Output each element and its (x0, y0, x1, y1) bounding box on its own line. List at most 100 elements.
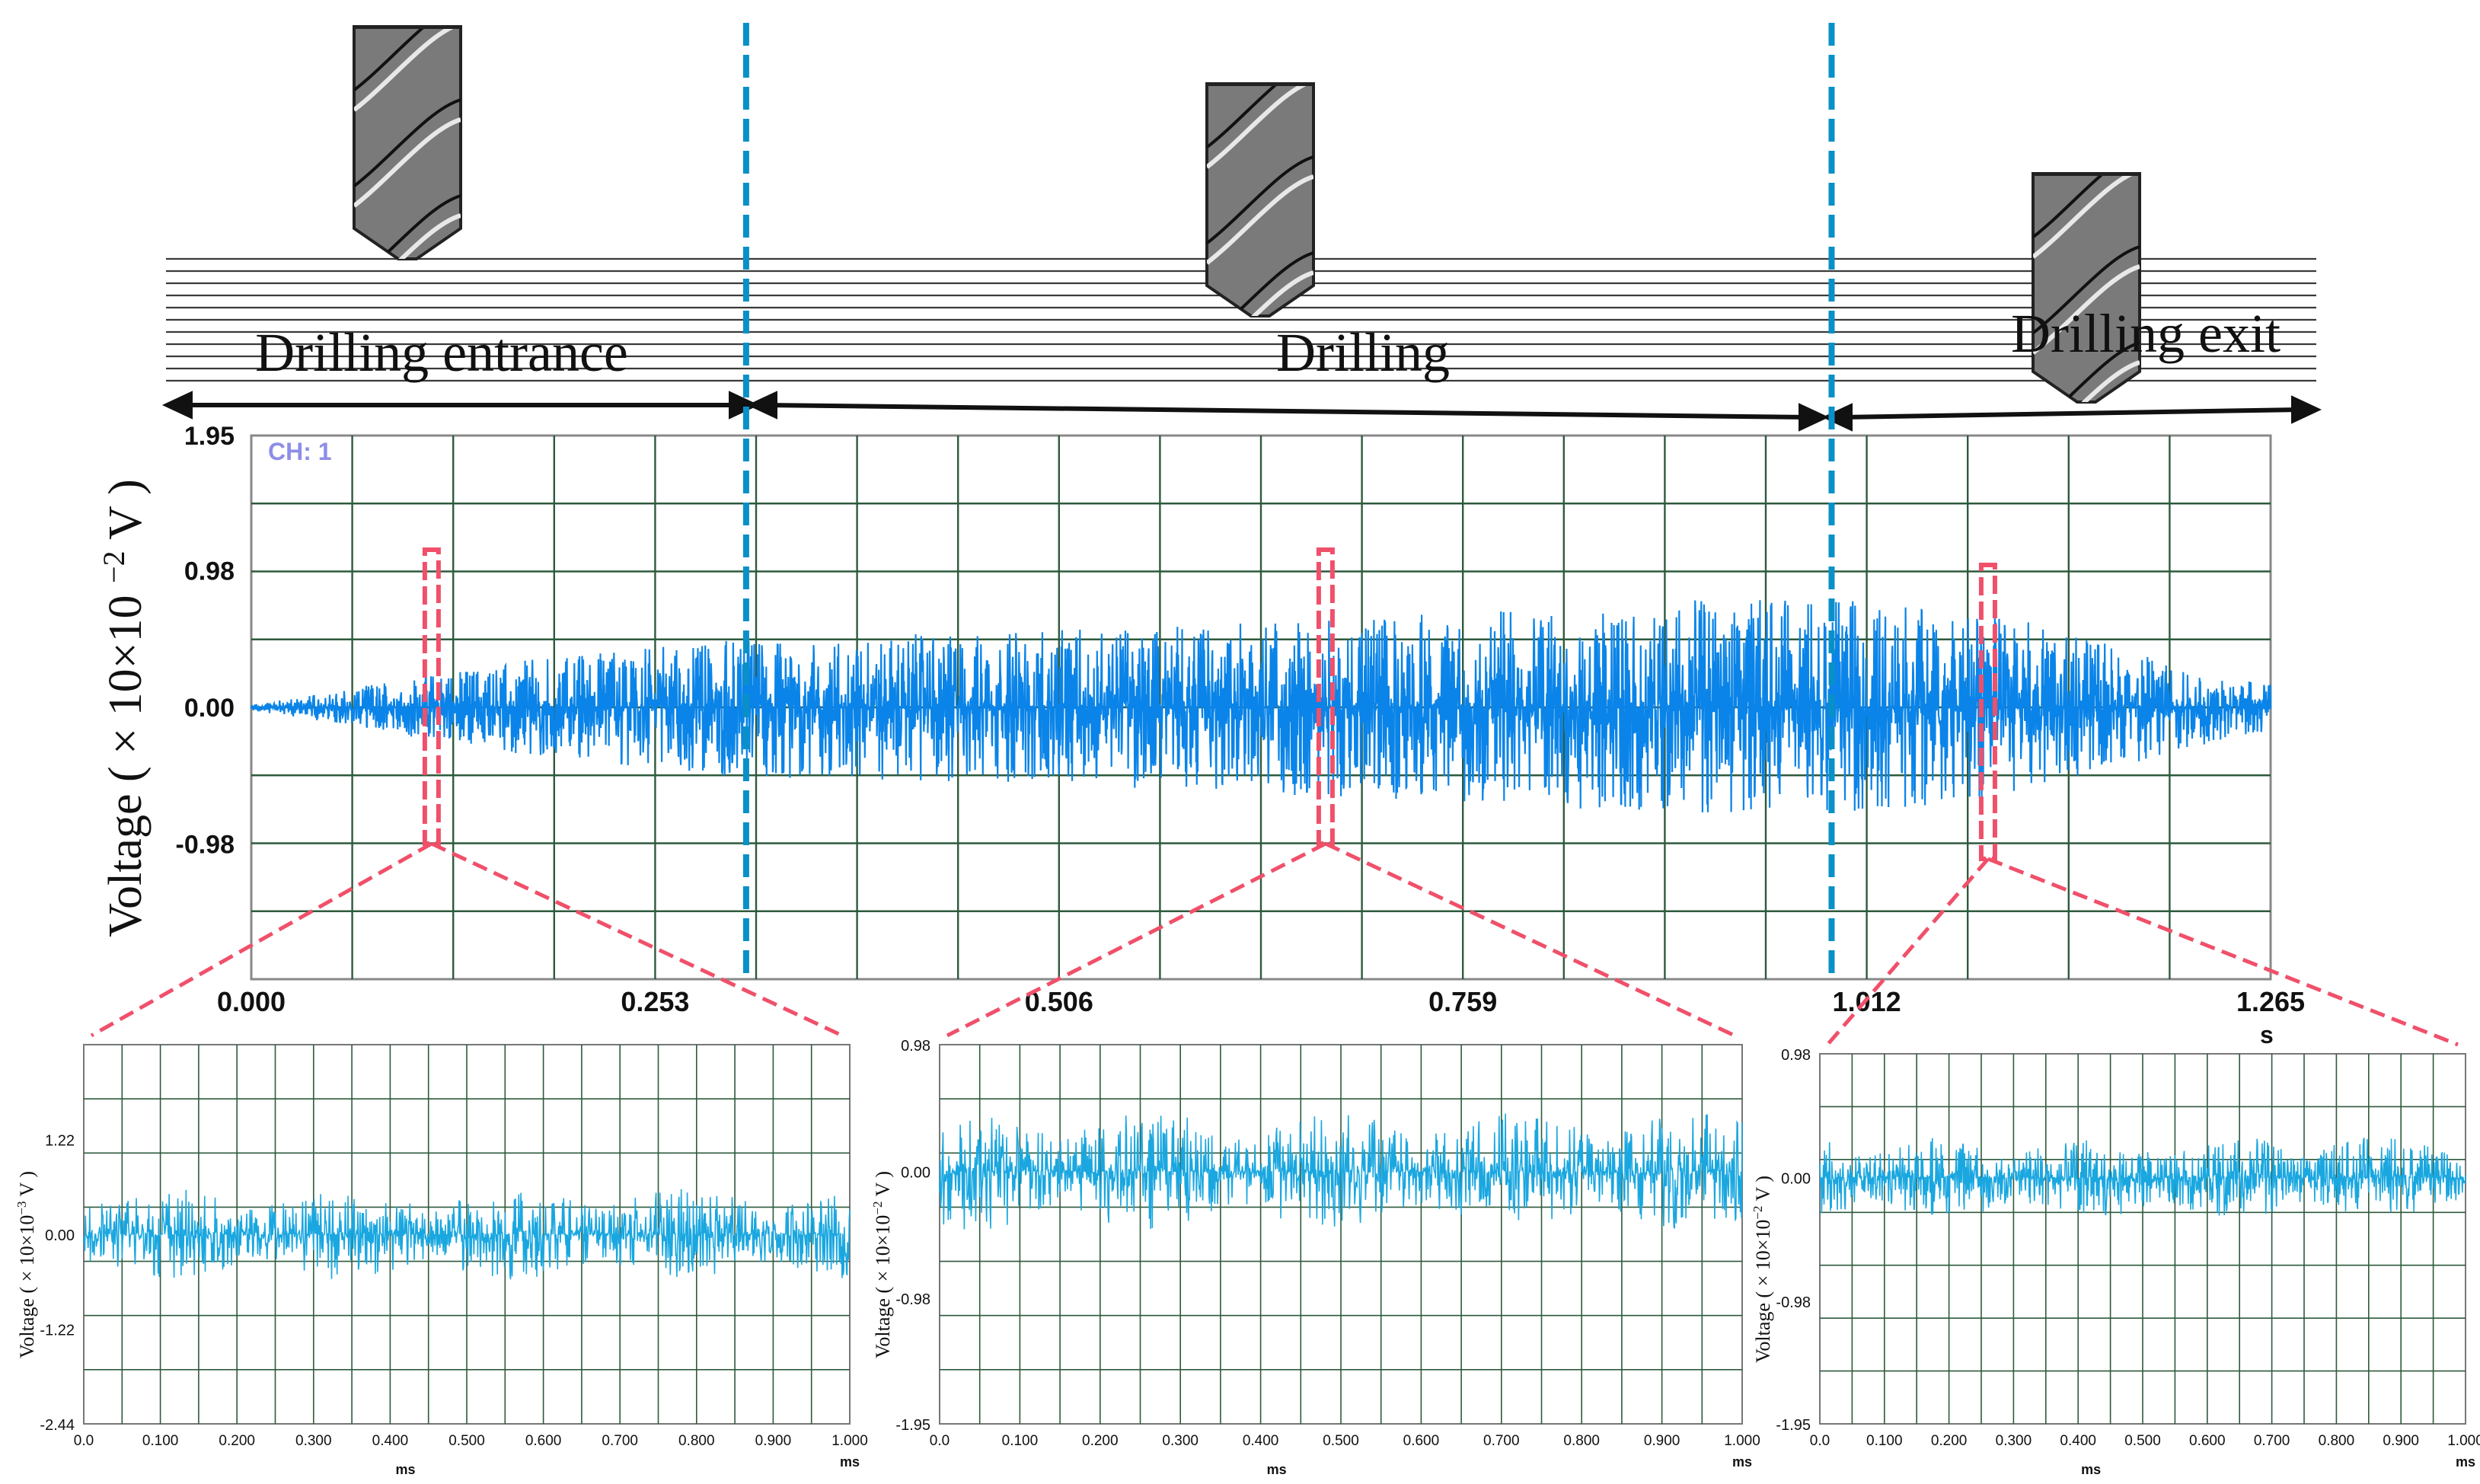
sub-x-tick-label: 0.700 (2254, 1433, 2290, 1449)
sub-x-tick-label: 0.500 (2124, 1433, 2161, 1449)
zoom-connector-left (946, 841, 1327, 1038)
drill-flute-highlight (354, 213, 461, 259)
sub-x-tick-label: 0.100 (1002, 1433, 1039, 1449)
sub-y-tick-label: -1.95 (895, 1417, 930, 1434)
sub-x-tick-label: 0.200 (219, 1433, 255, 1449)
main-x-tick-label: 0.759 (1428, 986, 1497, 1017)
sub-x-axis-label: ms (2081, 1462, 2101, 1477)
sub-y-tick-label: -2.44 (40, 1417, 75, 1434)
sub-y-tick-label: 0.00 (1781, 1171, 1811, 1188)
sub-x-tick-label: 0.600 (2189, 1433, 2226, 1449)
sub-signal-trace (1819, 1138, 2466, 1216)
zoom-window-marker (1978, 563, 1997, 861)
drill-flute (1207, 84, 1313, 148)
stage-arrow-exit (1842, 407, 2302, 420)
sub-x-tick-label: 0.400 (372, 1433, 409, 1449)
main-y-tick-label: 0.00 (184, 694, 235, 723)
main-y-tick-label: -0.98 (176, 830, 235, 859)
sub-x-tick-label: 0.700 (602, 1433, 638, 1449)
main-x-tick-label: 0.253 (621, 986, 689, 1017)
main-y-tick-label: 0.98 (184, 557, 235, 586)
sub-x-tick-label: 0.0 (74, 1433, 94, 1449)
sub-x-tick-label: 0.200 (1082, 1433, 1119, 1449)
stage-arrow-exit-right-head (2291, 395, 2322, 424)
sub-chart-1: 1.22 0.00 -1.22 -2.440.0 0.100 0.200 0.300 0.40… (14, 1044, 868, 1477)
sub-x-tick-label: 0.300 (1996, 1433, 2032, 1449)
sub-x-tick-label: 0.100 (1866, 1433, 1903, 1449)
sub-y-axis-label: Voltage ( × 10×10−3 V ) (14, 1171, 38, 1358)
sub-chart-2: 0.98 0.00 -0.98 -1.950.0 0.100 0.200 0.300 0.40… (870, 1038, 1760, 1477)
drill-flute-highlight (2033, 360, 2140, 402)
zoom-connector-left (1826, 857, 1990, 1046)
sub-x-unit-label: ms (2456, 1454, 2475, 1470)
sub-x-tick-label: 1.000 (831, 1433, 868, 1449)
sub-x-tick-label: 0.800 (2319, 1433, 2355, 1449)
sub-x-tick-label: 0.500 (448, 1433, 485, 1449)
sub-x-tick-label: 0.600 (1403, 1433, 1440, 1449)
sub-x-tick-label: 0.500 (1323, 1433, 1359, 1449)
stage-arrow-exit-left-head (1821, 403, 1853, 432)
sub-x-unit-label: ms (1732, 1454, 1752, 1470)
main-x-tick-label: 1.265 (2236, 986, 2305, 1017)
sub-x-tick-label: 0.0 (930, 1433, 950, 1449)
sub-y-tick-label: -1.95 (1776, 1417, 1811, 1434)
drill-flute (1207, 251, 1313, 316)
sub-y-axis-label: Voltage ( × 10×10−2 V ) (1751, 1176, 1774, 1363)
stage-label-exit: Drilling exit (2011, 303, 2281, 364)
sub-x-tick-label: 0.900 (2383, 1433, 2419, 1449)
sub-signal-trace (939, 1113, 1743, 1230)
stage-arrows (161, 391, 2322, 432)
main-signal-trace (250, 600, 2272, 812)
sub-signal-trace (83, 1189, 851, 1280)
sub-x-tick-label: 0.300 (1162, 1433, 1199, 1449)
sub-x-axis-label: ms (1267, 1462, 1287, 1477)
sub-y-tick-label: 0.00 (45, 1227, 75, 1244)
sub-y-tick-label: 1.22 (45, 1133, 75, 1150)
main-y-tick-labels: 1.95 0.98 0.00 -0.98 (176, 422, 235, 859)
main-y-label-prefix: Voltage (100, 794, 152, 937)
main-y-label-unit: ( × 10×10 (100, 595, 152, 782)
drill-tool-icon (2032, 172, 2141, 404)
sub-y-tick-label: -1.22 (40, 1323, 75, 1339)
zoom-markers (90, 547, 2459, 1047)
drill-flute-highlight (1207, 270, 1313, 316)
stage-arrow-drilling-right-head (1799, 403, 1830, 432)
zoom-connector-right (1324, 841, 1736, 1038)
sub-x-tick-label: 0.100 (142, 1433, 179, 1449)
sub-x-tick-label: 0.800 (678, 1433, 715, 1449)
sub-x-axis-label: ms (396, 1462, 416, 1477)
drill-flute (2033, 341, 2140, 402)
zoom-connector-left (90, 841, 433, 1038)
main-y-tick-label: 1.95 (184, 422, 235, 451)
main-y-label-exponent: −2 (97, 551, 131, 583)
sub-y-tick-label: 0.98 (1781, 1047, 1811, 1064)
drill-tool-icon (353, 25, 462, 260)
stage-label-entrance: Drilling entrance (255, 322, 628, 383)
sub-x-tick-label: 0.400 (2060, 1433, 2096, 1449)
zoom-window-marker (422, 547, 441, 846)
stage-arrow-drilling-left-head (746, 391, 777, 420)
sub-y-tick-label: -0.98 (1776, 1294, 1811, 1311)
drill-tool-icon (1205, 82, 1315, 318)
drill-flute (354, 98, 461, 187)
stage-arrow-entrance-right-head (729, 391, 760, 420)
sub-x-tick-label: 0.600 (525, 1433, 562, 1449)
drill-flute-highlight (354, 117, 461, 208)
stage-label-drilling: Drilling (1276, 322, 1450, 383)
sub-x-tick-label: 0.700 (1483, 1433, 1520, 1449)
main-x-axis-label: s (2260, 1021, 2274, 1048)
drill-tools (353, 25, 2141, 404)
sub-y-tick-label: 0.00 (901, 1165, 930, 1182)
zoom-connector-right (430, 841, 844, 1038)
zoom-connector-right (1987, 857, 2459, 1047)
stage-arrow-entrance-left-head (161, 391, 193, 420)
drill-flute (354, 194, 461, 259)
sub-x-tick-label: 0.300 (295, 1433, 332, 1449)
sub-y-tick-label: -0.98 (895, 1291, 930, 1308)
sub-x-tick-label: 0.200 (1931, 1433, 1968, 1449)
drill-flute-highlight (2033, 264, 2140, 355)
sub-y-axis-label: Voltage ( × 10×10−2 V ) (870, 1171, 894, 1358)
drill-flute (354, 27, 461, 91)
drill-flute-highlight (1207, 174, 1313, 265)
